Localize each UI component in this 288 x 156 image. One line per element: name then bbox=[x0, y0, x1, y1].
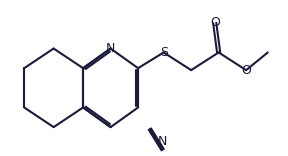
Text: S: S bbox=[160, 46, 168, 59]
Text: N: N bbox=[158, 135, 167, 148]
Text: N: N bbox=[106, 42, 115, 55]
Text: O: O bbox=[210, 17, 220, 29]
Text: O: O bbox=[241, 64, 251, 77]
